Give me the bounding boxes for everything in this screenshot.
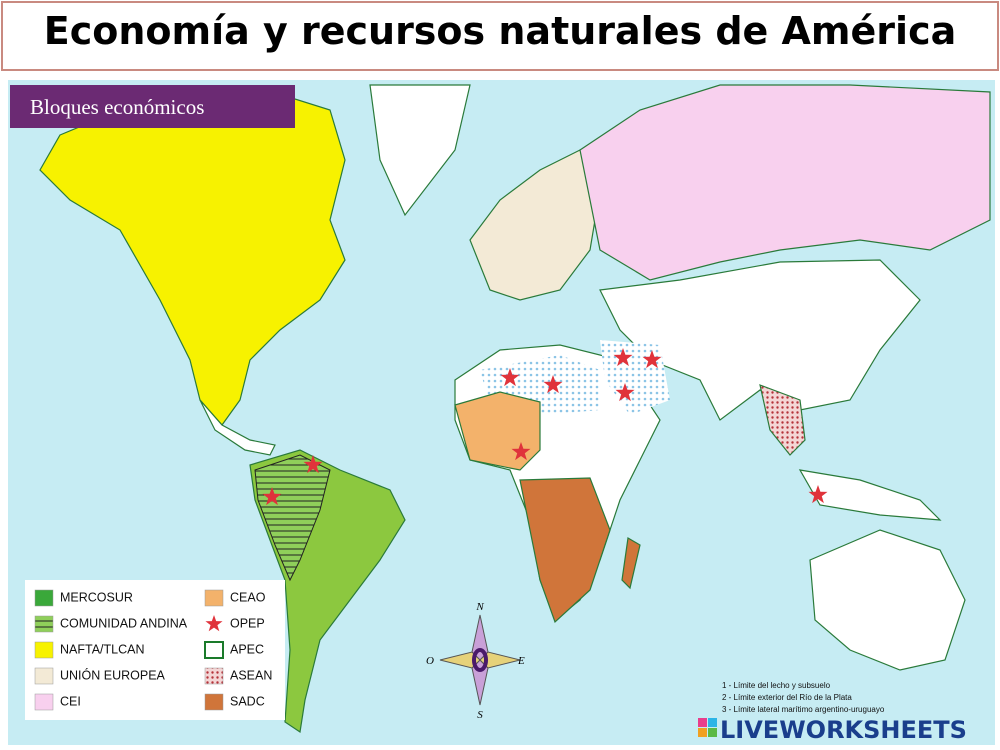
legend-swatch [204,641,224,659]
cei [579,84,991,281]
map-header-box [10,85,295,128]
legend-label: ASEAN [230,668,272,682]
continents [39,84,991,734]
legend-swatch [34,693,54,711]
legend-swatch [34,641,54,659]
legend-swatch [34,615,54,633]
greenland [369,84,471,217]
legend-swatch [204,589,224,607]
watermark-logo [698,718,717,737]
compass-o: O [426,655,434,667]
australia [809,529,966,671]
legend-swatch [204,667,224,685]
note: 2 - Límite exterior del Río de la Plata [722,693,852,702]
legend-label: OPEP [230,616,265,630]
compass: N S E O [426,601,525,721]
central-america [199,399,276,456]
legend-label: SADC [230,694,265,708]
legend-swatch [204,693,224,711]
legend-label: NAFTA/TLCAN [60,642,145,656]
legend-label: UNIÓN EUROPEA [60,667,166,682]
sadc [519,477,641,624]
legend: MERCOSUR COMUNIDAD ANDINA NAFTA/TLCAN UNIÓN… [34,589,272,711]
asean [759,384,806,456]
legend-label: MERCOSUR [60,590,133,604]
compass-e: E [517,655,525,667]
andina [254,454,331,582]
title: Economía y recursos naturales de América [44,9,957,53]
title-box [1,1,999,71]
compass-n: N [475,601,484,613]
legend-label: COMUNIDAD ANDINA [60,616,188,630]
note: 1 - Límite del lecho y subsuelo [722,681,831,690]
legend-swatch [34,589,54,607]
note: 3 - Límite lateral marítimo argentino-ur… [722,705,885,714]
watermark: LIVEWORKSHEETS [720,716,967,744]
legend-swatch [34,667,54,685]
compass-s: S [477,709,483,721]
legend-label: APEC [230,642,264,656]
map-header: Bloques económicos [30,95,204,119]
legend-label: CEI [60,694,81,708]
legend-label: CEAO [230,590,266,604]
indonesia [798,469,942,521]
legend-box [25,580,285,720]
